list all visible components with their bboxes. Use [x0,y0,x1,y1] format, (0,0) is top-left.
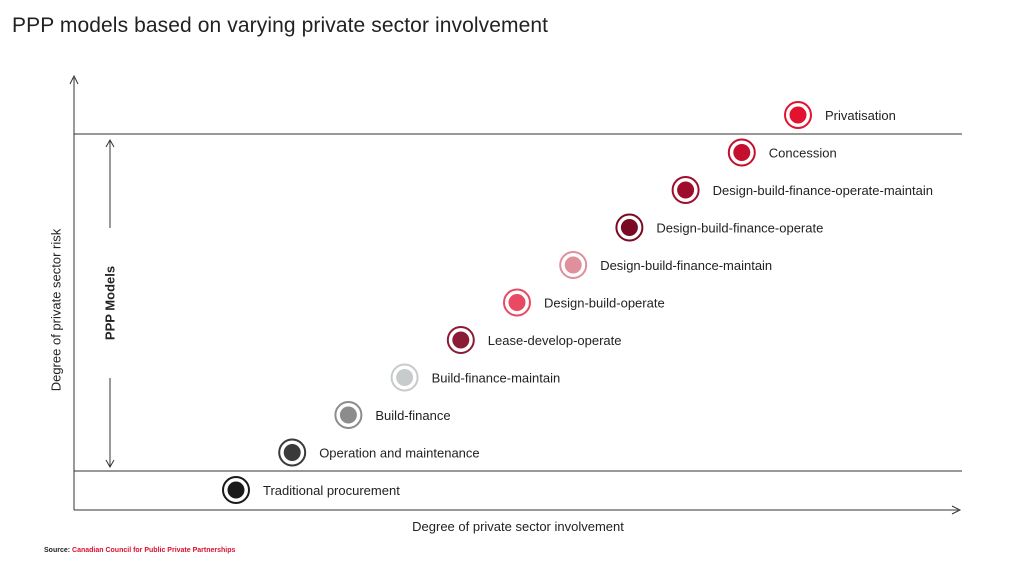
point-marker [620,219,638,236]
point-9: Design-build-finance-operate-maintain [671,176,933,204]
point-3: Build-finance [334,401,451,429]
point-label: Lease-develop-operate [488,333,622,348]
axes [69,74,962,515]
point-label: Design-build-finance-operate [656,221,823,236]
point-label: Build-finance-maintain [432,371,561,386]
point-marker [733,144,751,161]
ppp-bracket-down-arrow [105,459,115,469]
x-axis-label: Degree of private sector involvement [412,519,624,534]
source-value-link[interactable]: Canadian Council for Public Private Part… [72,547,236,554]
point-5: Lease-develop-operate [446,326,622,354]
y-axis-arrowhead [69,74,79,85]
point-marker [396,369,414,386]
y-axis-label: Degree of private sector risk [48,228,64,392]
ppp-bracket-up-arrow [105,138,115,148]
point-8: Design-build-finance-operate [615,213,823,242]
x-axis-arrowhead [951,505,962,515]
point-marker [227,481,245,499]
point-label: Privatisation [825,108,896,123]
points-layer: Traditional procurement Operation and mai… [222,101,933,504]
point-label: Concession [769,146,837,161]
point-marker [508,294,526,311]
point-marker [564,256,582,274]
point-label: Traditional procurement [263,483,400,498]
point-1: Traditional procurement [222,476,400,504]
point-11: Privatisation [784,101,896,129]
point-marker [339,406,357,424]
point-marker [452,331,470,349]
point-marker [283,444,301,461]
point-7: Design-build-finance-maintain [559,251,772,279]
point-label: Design-build-finance-maintain [600,258,772,273]
source-prefix: Source: [44,547,71,554]
point-marker [789,106,807,124]
point-6: Design-build-operate [503,288,665,317]
point-label: Build-finance [375,408,450,423]
ppp-models-label: PPP Models [102,265,118,341]
point-label: Design-build-operate [544,296,665,311]
point-2: Operation and maintenance [278,438,480,467]
point-10: Concession [727,138,837,167]
page-title: PPP models based on varying private sect… [12,14,549,37]
ppp-bracket [105,138,115,469]
point-marker [677,181,695,199]
point-label: Operation and maintenance [319,446,479,461]
point-label: Design-build-finance-operate-maintain [713,183,933,198]
point-4: Build-finance-maintain [390,363,561,392]
source-line: Source: Canadian Council for Public Priv… [44,547,235,554]
